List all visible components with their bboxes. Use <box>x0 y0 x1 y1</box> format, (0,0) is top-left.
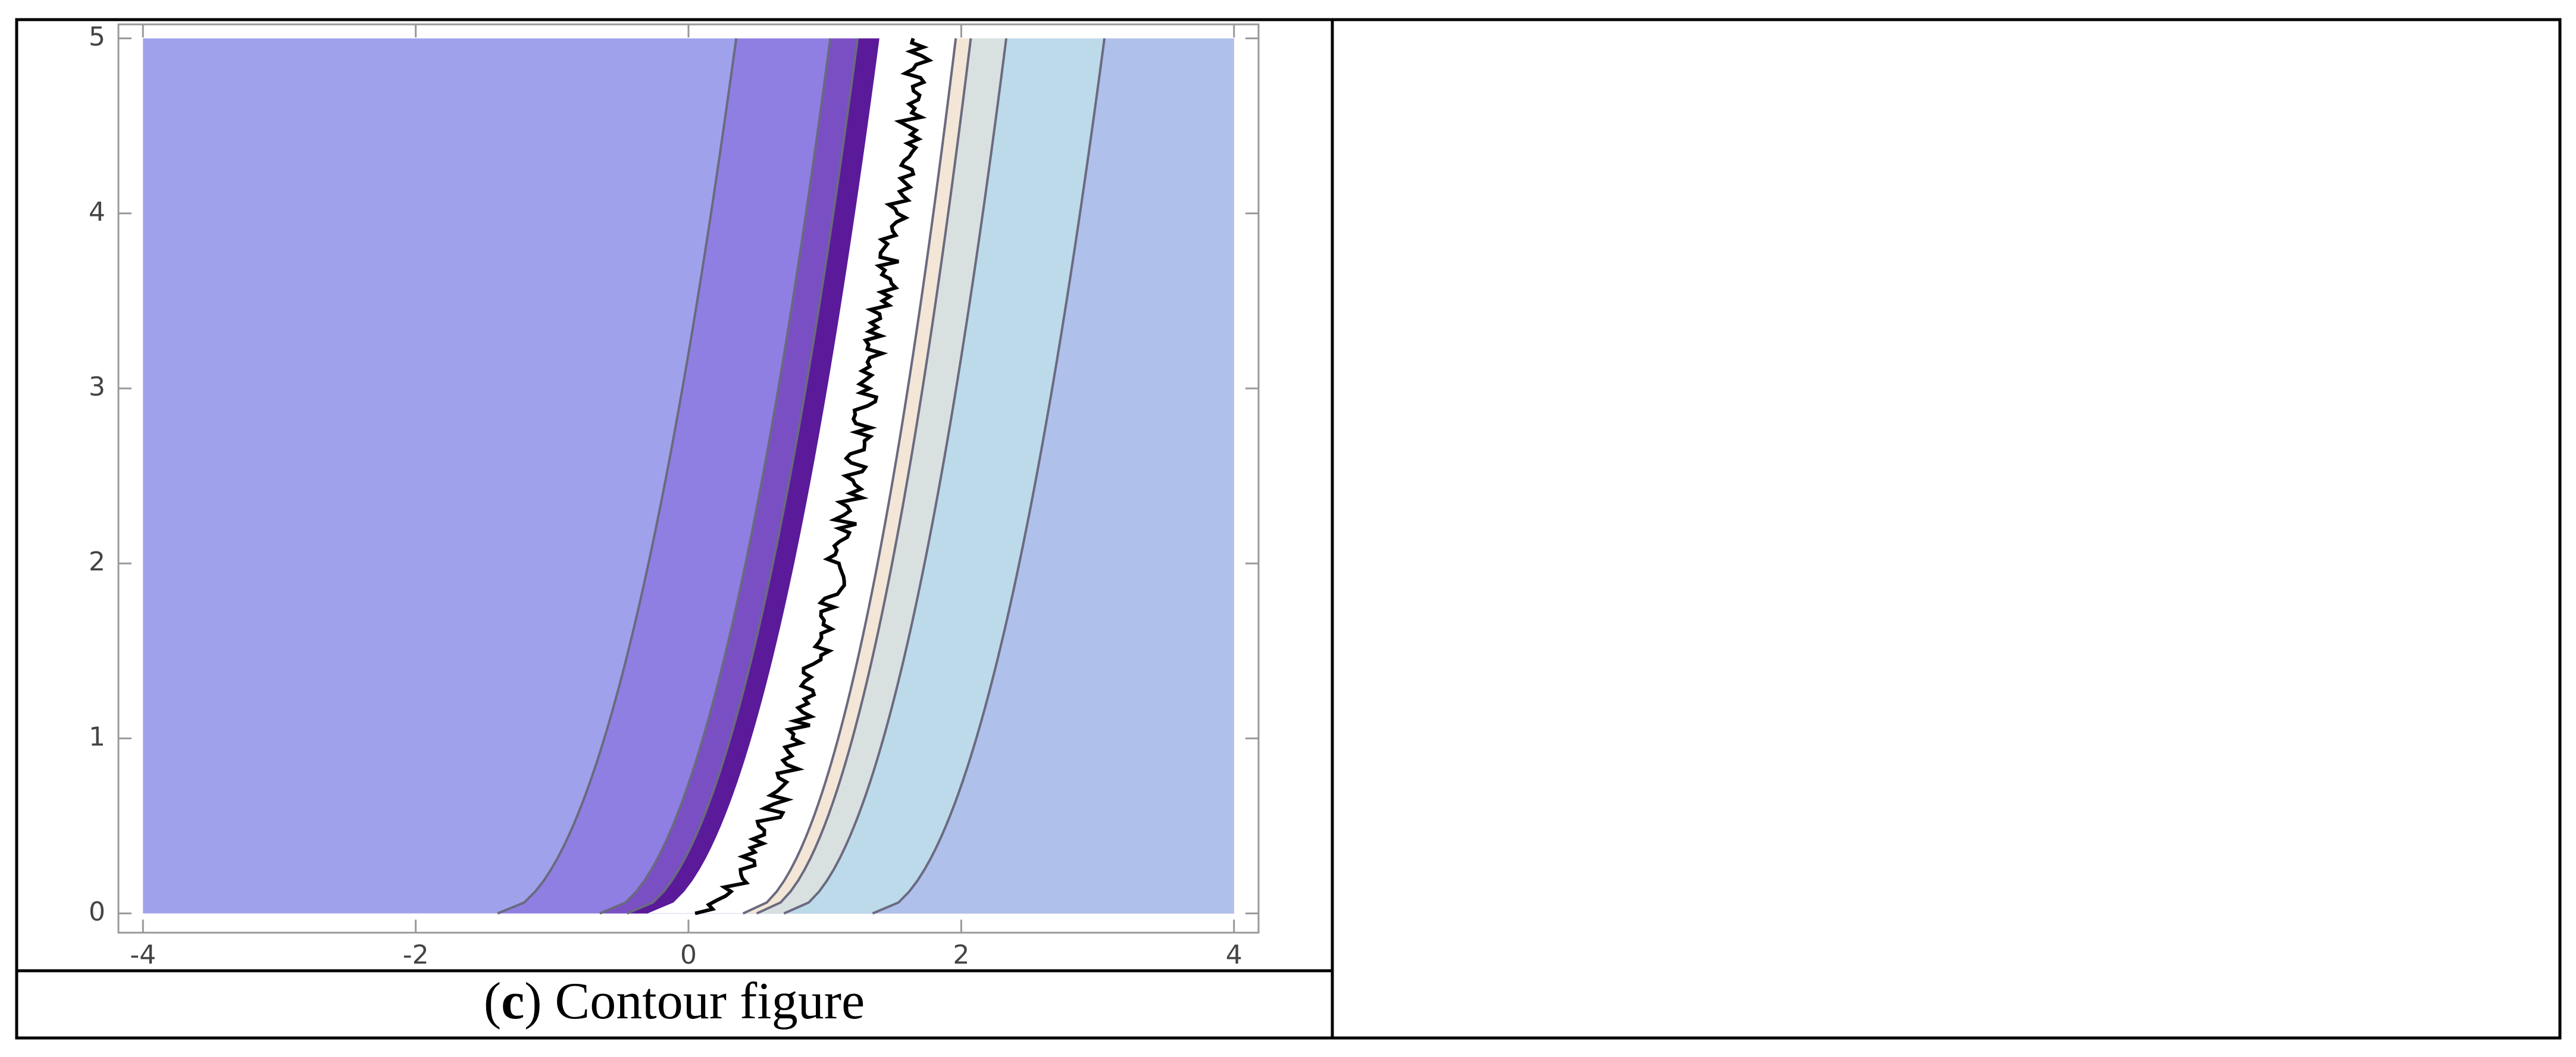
x-tick-label: -4 <box>130 940 156 970</box>
caption: (c) Contour figure <box>484 973 865 1030</box>
x-tick-label: 0 <box>680 940 697 970</box>
contour-line <box>742 38 957 915</box>
x-tick-label: 2 <box>953 940 969 970</box>
caption-label: c <box>501 973 524 1030</box>
trace-line <box>694 37 934 915</box>
y-tick-label: 5 <box>89 22 105 52</box>
table-border <box>15 18 2562 1040</box>
contour-line <box>872 38 1106 915</box>
contour-band <box>872 38 1234 914</box>
x-tick-label: -2 <box>403 940 429 970</box>
y-tick-label: 1 <box>89 722 105 752</box>
y-tick-label: 3 <box>89 372 105 402</box>
y-tick-label: 0 <box>89 897 105 927</box>
contour-line <box>756 38 972 915</box>
contour-line <box>497 38 738 915</box>
contour-line <box>627 38 859 915</box>
x-tick-label: 4 <box>1226 940 1242 970</box>
y-tick-label: 4 <box>89 197 105 227</box>
contour-line <box>599 38 832 915</box>
caption-open: ( <box>484 973 501 1030</box>
contour-line <box>783 38 1007 915</box>
y-tick-label: 2 <box>89 547 105 577</box>
caption-text: ) Contour figure <box>524 973 865 1030</box>
